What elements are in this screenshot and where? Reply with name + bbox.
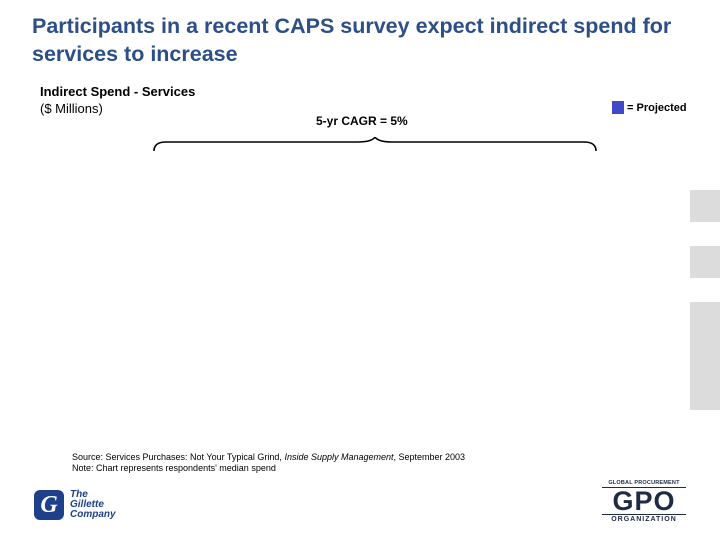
legend-swatch: [612, 101, 624, 114]
edge-tab-3: [690, 302, 720, 410]
gillette-logo: G The Gillette Company: [34, 490, 116, 520]
source-line: Source: Services Purchases: Not Your Typ…: [72, 452, 466, 462]
chart-unit-label: ($ Millions): [40, 101, 103, 116]
legend-label: = Projected: [627, 101, 687, 114]
legend: = Projected: [612, 101, 687, 114]
cagr-brace: [153, 137, 597, 152]
gillette-g-mark: G: [34, 490, 64, 520]
source-note: Source: Services Purchases: Not Your Typ…: [72, 452, 465, 473]
chart-plot-area: [130, 155, 650, 445]
gillette-wordmark: The Gillette Company: [70, 489, 116, 520]
note-line: Note: Chart represents respondents' medi…: [72, 462, 276, 473]
edge-tab-1: [690, 190, 720, 222]
cagr-annotation: 5-yr CAGR = 5%: [316, 114, 408, 128]
gpo-logo: GLOBAL PROCUREMENT GPO ORGANIZATION: [602, 480, 686, 523]
slide-title: Participants in a recent CAPS survey exp…: [32, 14, 672, 66]
edge-tab-2: [690, 246, 720, 278]
chart-title: Indirect Spend - Services: [40, 84, 196, 99]
